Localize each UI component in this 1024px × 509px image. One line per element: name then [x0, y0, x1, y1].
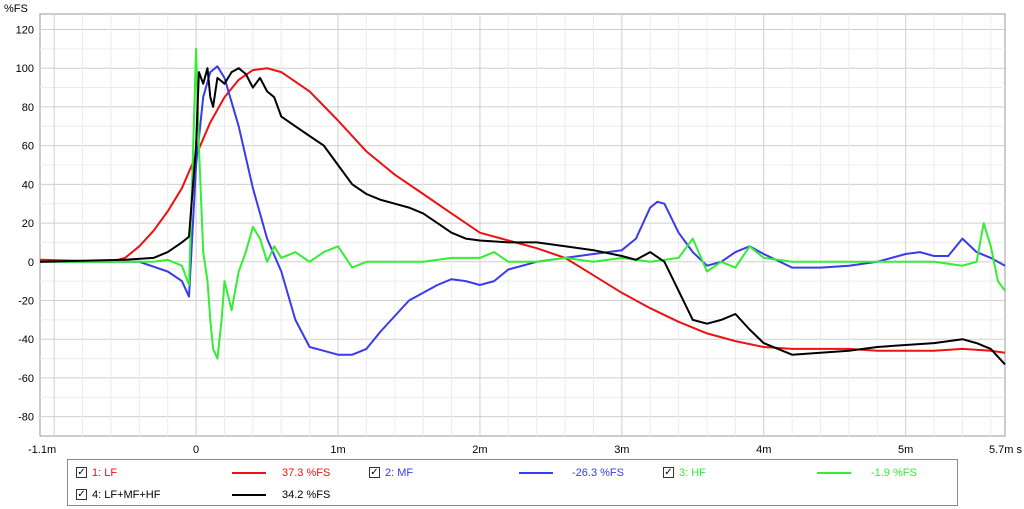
- legend-value-sum: 34.2 %FS: [282, 489, 331, 501]
- series-line-lf: [39, 67, 1006, 354]
- y-tick-label: -20: [18, 295, 34, 307]
- y-tick-label: 0: [28, 257, 34, 269]
- y-tick-label: -40: [18, 334, 34, 346]
- y-tick-label: 40: [22, 179, 34, 191]
- y-tick-label: -60: [18, 373, 34, 385]
- y-tick-label: 60: [22, 141, 34, 153]
- x-tick-label: 4m: [756, 444, 771, 456]
- y-axis-ticks: 120 100 80 60 40 20 0 -20 -40 -60 -80: [16, 24, 34, 423]
- legend-line-mf: [519, 472, 553, 474]
- legend-value-mf: -26.3 %FS: [572, 467, 624, 479]
- x-tick-label: 1m: [330, 444, 345, 456]
- checkbox-hf[interactable]: ✓: [663, 467, 674, 478]
- plot-area: [39, 13, 1006, 437]
- y-tick-label: -80: [18, 412, 34, 424]
- y-tick-label: 20: [22, 218, 34, 230]
- y-tick-label: 80: [22, 102, 34, 114]
- checkbox-mf[interactable]: ✓: [369, 467, 380, 478]
- y-axis-label: %FS: [4, 3, 28, 15]
- legend-item-sum[interactable]: ✓ 4: LF+MF+HF 34.2 %FS: [76, 487, 356, 503]
- x-tick-label: 2m: [472, 444, 487, 456]
- legend-item-mf[interactable]: ✓ 2: MF -26.3 %FS: [369, 465, 649, 481]
- legend: ✓ 1: LF 37.3 %FS ✓ 2: MF -26.3 %FS ✓ 3: …: [67, 459, 958, 506]
- x-tick-label: 5.7m s: [989, 444, 1023, 456]
- legend-line-sum: [232, 494, 266, 496]
- legend-item-hf[interactable]: ✓ 3: HF -1.9 %FS: [663, 465, 948, 481]
- legend-label-sum: 4: LF+MF+HF: [92, 489, 161, 501]
- legend-label-hf: 3: HF: [679, 467, 706, 479]
- legend-line-hf: [817, 472, 851, 474]
- x-tick-label: 0: [193, 444, 199, 456]
- series-line-mf: [40, 65, 1006, 356]
- legend-label-mf: 2: MF: [385, 467, 414, 479]
- legend-item-lf[interactable]: ✓ 1: LF 37.3 %FS: [76, 465, 356, 481]
- y-tick-label: 100: [16, 63, 34, 75]
- legend-value-hf: -1.9 %FS: [871, 467, 917, 479]
- x-tick-label: 3m: [614, 444, 629, 456]
- legend-line-lf: [232, 472, 266, 474]
- series-line-sum: [39, 67, 1006, 366]
- legend-value-lf: 37.3 %FS: [282, 467, 331, 479]
- x-axis-ticks: -1.1m 0 1m 2m 3m 4m 5m 5.7m s: [28, 444, 1022, 456]
- legend-label-lf: 1: LF: [92, 467, 118, 479]
- series-layer: [39, 47, 1006, 366]
- y-tick-label: 120: [16, 24, 34, 36]
- x-tick-label: 5m: [898, 444, 913, 456]
- x-tick-label: -1.1m: [28, 444, 56, 456]
- checkbox-lf[interactable]: ✓: [76, 467, 87, 478]
- series-line-hf: [40, 47, 1006, 360]
- checkbox-sum[interactable]: ✓: [76, 489, 87, 500]
